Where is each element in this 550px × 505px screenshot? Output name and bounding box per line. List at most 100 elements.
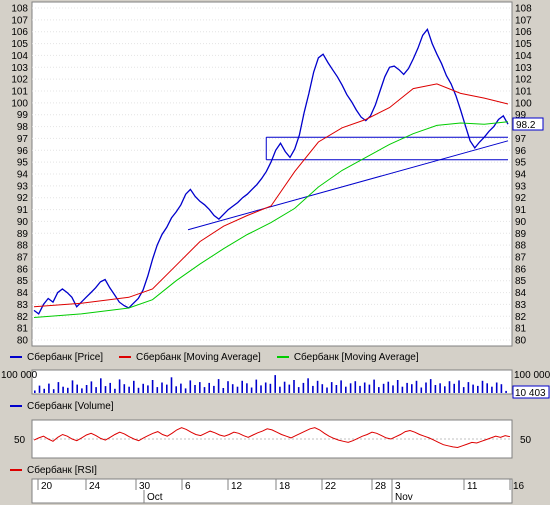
- date-tick-label: 28: [375, 481, 387, 492]
- volume-bar: [439, 383, 441, 393]
- volume-bar: [90, 381, 93, 393]
- y-tick-label: 102: [515, 75, 532, 86]
- y-tick-label: 108: [11, 4, 28, 15]
- y-tick-label: 82: [17, 312, 29, 323]
- price-axis-right: 8081828384858687888990919293949596979899…: [515, 4, 532, 347]
- volume-bar: [279, 386, 281, 393]
- volume-bar: [222, 388, 225, 393]
- volume-bar: [109, 382, 111, 393]
- volume-bar: [448, 381, 451, 393]
- legend-item-volume[interactable]: Сбербанк [Volume]: [10, 401, 114, 412]
- volume-bar: [43, 388, 45, 393]
- rsi-line: [33, 427, 511, 449]
- volume-bar: [194, 385, 196, 393]
- volume-bar: [387, 381, 390, 393]
- volume-bar: [500, 384, 503, 393]
- date-tick-label: 20: [41, 481, 53, 492]
- legend-item-price[interactable]: Сбербанк [Price]: [10, 352, 103, 363]
- y-tick-label: 85: [17, 276, 29, 287]
- y-tick-label: 84: [17, 288, 29, 299]
- rsi-axis-label-left: 50: [14, 435, 26, 446]
- volume-bar: [217, 379, 220, 393]
- volume-bar: [429, 379, 432, 393]
- y-tick-label: 105: [515, 39, 532, 50]
- volume-bar: [137, 387, 140, 394]
- trendline: [187, 140, 509, 231]
- volume-bar: [128, 386, 130, 393]
- legend-line-icon: [10, 405, 22, 407]
- volume-bars: [34, 375, 507, 394]
- price-axis-left: 8081828384858687888990919293949596979899…: [11, 4, 28, 347]
- volume-bar: [250, 387, 253, 393]
- volume-bar: [340, 380, 342, 393]
- y-tick-label: 80: [515, 336, 527, 347]
- volume-bar: [114, 388, 116, 393]
- y-tick-label: 95: [17, 158, 29, 169]
- legend-item-ma-green[interactable]: Сбербанк [Moving Average]: [276, 351, 419, 363]
- y-tick-label: 99: [515, 110, 527, 121]
- price-series: [33, 27, 509, 318]
- y-tick-label: 105: [11, 39, 28, 50]
- volume-bar: [363, 382, 366, 393]
- rsi-axis-label-right: 50: [520, 435, 532, 446]
- volume-bar: [293, 380, 295, 393]
- volume-bar: [396, 380, 399, 393]
- volume-bar: [345, 386, 347, 393]
- y-tick-label: 102: [11, 75, 28, 86]
- volume-bar: [354, 381, 357, 393]
- month-tick-label: Nov: [395, 492, 413, 503]
- volume-bar: [161, 382, 163, 393]
- y-tick-label: 90: [515, 217, 527, 228]
- legend-line-icon: [119, 356, 132, 358]
- volume-bar: [85, 385, 88, 393]
- legend-item-rsi[interactable]: Сбербанк [RSI]: [10, 465, 97, 476]
- volume-bar: [38, 385, 41, 393]
- date-tick-label: 11: [467, 481, 478, 492]
- volume-bar: [231, 384, 234, 393]
- volume-axis-label-left: 100 000: [1, 370, 38, 381]
- volume-bar: [297, 387, 300, 393]
- volume-bar: [444, 386, 446, 393]
- volume-bar: [302, 382, 305, 393]
- y-tick-label: 94: [17, 170, 29, 181]
- volume-bar: [495, 382, 498, 393]
- volume-last-value: 10 403: [515, 388, 546, 399]
- date-tick-label: 6: [185, 481, 191, 492]
- volume-bar: [67, 387, 69, 394]
- y-tick-label: 106: [11, 27, 28, 38]
- volume-bar: [95, 387, 97, 393]
- date-axis[interactable]: [31, 478, 513, 504]
- y-tick-label: 108: [515, 4, 532, 15]
- volume-bar: [392, 385, 394, 393]
- date-tick-label: 22: [325, 481, 337, 492]
- y-tick-label: 103: [11, 63, 28, 74]
- rsi-series: [33, 427, 511, 449]
- legend-item-ma-red[interactable]: Сбербанк [Moving Average]: [119, 352, 261, 363]
- y-tick-label: 89: [17, 229, 29, 240]
- y-tick-label: 100: [515, 98, 532, 109]
- y-tick-label: 92: [17, 193, 29, 204]
- volume-bar: [227, 381, 229, 393]
- volume-bar: [477, 385, 479, 393]
- volume-bar: [505, 390, 507, 393]
- legend-label: Сбербанк [Volume]: [27, 400, 114, 412]
- volume-bar: [71, 380, 74, 393]
- volume-bar: [208, 382, 210, 393]
- y-tick-label: 98: [17, 122, 29, 133]
- legend-label: Сбербанк [Price]: [27, 351, 104, 363]
- y-tick-label: 91: [515, 205, 527, 216]
- volume-bar: [180, 383, 182, 394]
- y-tick-label: 106: [515, 27, 532, 38]
- y-tick-label: 93: [17, 181, 29, 192]
- y-tick-label: 88: [515, 241, 527, 252]
- volume-bar: [166, 384, 168, 393]
- volume-panel[interactable]: [31, 369, 513, 395]
- date-axis-ticks: 20 24 30 6 12 18 22 28 3 11 16 Oct Nov: [37, 479, 525, 503]
- price-legend: Сбербанк [Price] Сбербанк [Moving Averag…: [10, 350, 435, 364]
- volume-bar: [241, 380, 243, 393]
- y-tick-label: 104: [515, 51, 532, 62]
- date-tick-label: 16: [513, 481, 525, 492]
- y-tick-label: 89: [515, 229, 527, 240]
- legend-label: Сбербанк [Moving Average]: [293, 351, 419, 363]
- last-price-value: 98.2: [516, 120, 536, 131]
